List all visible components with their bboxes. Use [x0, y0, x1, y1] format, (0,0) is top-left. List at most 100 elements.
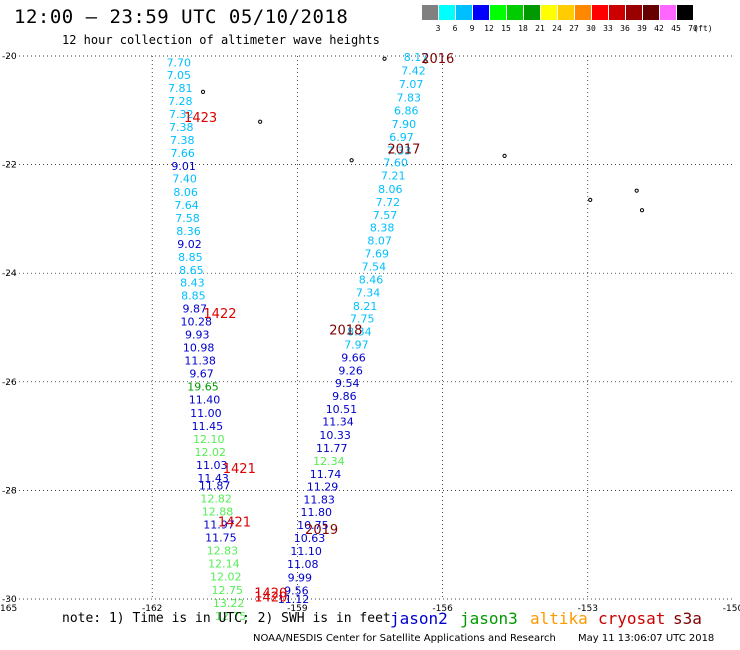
wave-height-label: 11.45 — [192, 420, 224, 433]
wave-height-label: 7.05 — [167, 69, 192, 82]
wave-height-label: 9.54 — [335, 377, 360, 390]
wave-height-label: 7.57 — [373, 209, 398, 222]
legend-label: 15 — [501, 24, 511, 33]
wave-height-label: 11.97 — [203, 519, 235, 532]
wave-height-label: 7.81 — [168, 82, 193, 95]
wave-height-label: 8.21 — [353, 300, 378, 313]
wave-height-label: 12.02 — [210, 571, 242, 584]
wave-height-label: 12.02 — [195, 446, 227, 459]
wave-height-label: 12.88 — [202, 506, 234, 519]
y-tick-label: -28 — [2, 486, 17, 496]
legend-label: 30 — [586, 24, 596, 33]
wave-height-label: 12.82 — [200, 493, 232, 506]
legend-label: 45 — [671, 24, 681, 33]
wave-height-label: 7.75 — [350, 312, 375, 325]
satellite-jason3: jason3 — [460, 609, 518, 628]
island-dot — [639, 208, 645, 213]
track-label: 2016 — [421, 52, 454, 67]
wave-height-label: 7.58 — [175, 212, 200, 225]
wave-height-label: 11.87 — [199, 480, 231, 493]
wave-height-label: 10.98 — [183, 342, 215, 355]
wave-height-label: 8.38 — [370, 222, 395, 235]
wave-height-label: 7.21 — [381, 169, 406, 182]
wave-height-label: 9.93 — [185, 329, 210, 342]
legend-label: 70 — [688, 24, 698, 33]
track-label: 1423 — [184, 111, 217, 126]
legend-swatch — [659, 5, 676, 20]
wave-height-label: 12.14 — [208, 558, 240, 571]
wave-height-label: 7.60 — [383, 156, 408, 169]
wave-height-label: 11.10 — [290, 545, 322, 558]
satellite-s3a: s3a — [673, 609, 702, 628]
wave-height-label: 7.72 — [376, 196, 401, 209]
legend-swatch — [591, 5, 608, 20]
island-dot — [502, 153, 507, 159]
legend-swatch — [489, 5, 506, 20]
wave-height-label: 9.01 — [171, 160, 196, 173]
wave-height-label: 7.40 — [172, 173, 197, 186]
wave-height-label: 7.70 — [167, 57, 192, 70]
legend-swatch — [625, 5, 642, 20]
wave-height-label: 7.28 — [168, 95, 193, 108]
wave-height-label: 7.69 — [365, 248, 390, 261]
island-dot — [382, 56, 387, 61]
legend-swatch — [540, 5, 557, 20]
legend-swatch — [506, 5, 523, 20]
wave-height-label: 11.38 — [184, 355, 216, 368]
legend-label: 24 — [552, 24, 562, 33]
legend-swatch — [455, 5, 472, 20]
wave-height-labels: 8.177.427.077.836.867.906.977.337.607.21… — [167, 51, 429, 623]
legend-label: 36 — [620, 24, 630, 33]
island-dot — [349, 158, 354, 163]
legend-swatch — [557, 5, 574, 20]
satellite-jason2: jason2 — [390, 609, 448, 628]
wave-height-label: 8.65 — [179, 264, 204, 277]
wave-height-label: 9.99 — [288, 571, 313, 584]
chart-title: 12:00 – 23:59 UTC 05/10/2018 — [14, 6, 349, 28]
legend-swatch — [676, 5, 693, 20]
y-tick-label: -24 — [2, 269, 17, 279]
wave-height-label: 9.26 — [338, 364, 363, 377]
wave-height-label: 7.42 — [401, 65, 426, 78]
footer-note: note: 1) Time is in UTC; 2) SWH is in fe… — [62, 611, 391, 626]
legend-swatch — [642, 5, 659, 20]
generation-timestamp: May 11 13:06:07 UTC 2018 — [578, 633, 715, 644]
x-tick-label: -162 — [142, 604, 162, 614]
island-dot — [588, 197, 593, 202]
legend-label: 39 — [637, 24, 647, 33]
legend-swatch — [438, 5, 455, 20]
wave-height-label: 11.40 — [189, 394, 221, 407]
legend-unit-label: (ft) — [693, 24, 713, 33]
wave-height-label: 7.54 — [362, 261, 387, 274]
wave-height-label: 9.87 — [183, 302, 208, 315]
grid-lines — [7, 55, 733, 600]
wave-height-label: 8.06 — [173, 186, 198, 199]
legend-label: 21 — [535, 24, 545, 33]
x-tick-label: -165 — [0, 604, 17, 614]
wave-height-label: 11.77 — [316, 442, 348, 455]
wave-height-label: 19.65 — [187, 381, 219, 394]
wave-height-label: 11.12 — [278, 593, 310, 606]
x-tick-label: -150 — [723, 604, 740, 614]
wave-height-label: 8.36 — [176, 225, 201, 238]
wave-height-label: 7.33 — [387, 144, 412, 157]
legend-label: 9 — [469, 24, 475, 33]
wave-height-label: 8.43 — [180, 276, 205, 289]
wave-height-label: 7.32 — [169, 108, 194, 121]
x-tick-label: -156 — [432, 604, 453, 614]
island-dot — [634, 188, 639, 193]
chart-subtitle: 12 hour collection of altimeter wave hei… — [62, 33, 380, 47]
island-dots — [200, 56, 645, 213]
island-dot — [258, 119, 263, 124]
wave-height-label: 11.74 — [310, 468, 342, 481]
wave-height-label: 7.38 — [169, 121, 194, 134]
wave-height-label: 7.66 — [170, 147, 195, 160]
wave-height-label: 7.90 — [392, 118, 417, 131]
wave-height-label: 8.34 — [347, 325, 372, 338]
satellite-cryosat: cryosat — [598, 609, 666, 628]
legend-label: 3 — [435, 24, 441, 33]
wave-height-label: 7.07 — [399, 78, 424, 91]
legend-swatch — [472, 5, 489, 20]
axis-ticks: -165 -162 -159 -156 -153 -150 -20 -22 -24 -26 -28 -… — [0, 52, 740, 614]
